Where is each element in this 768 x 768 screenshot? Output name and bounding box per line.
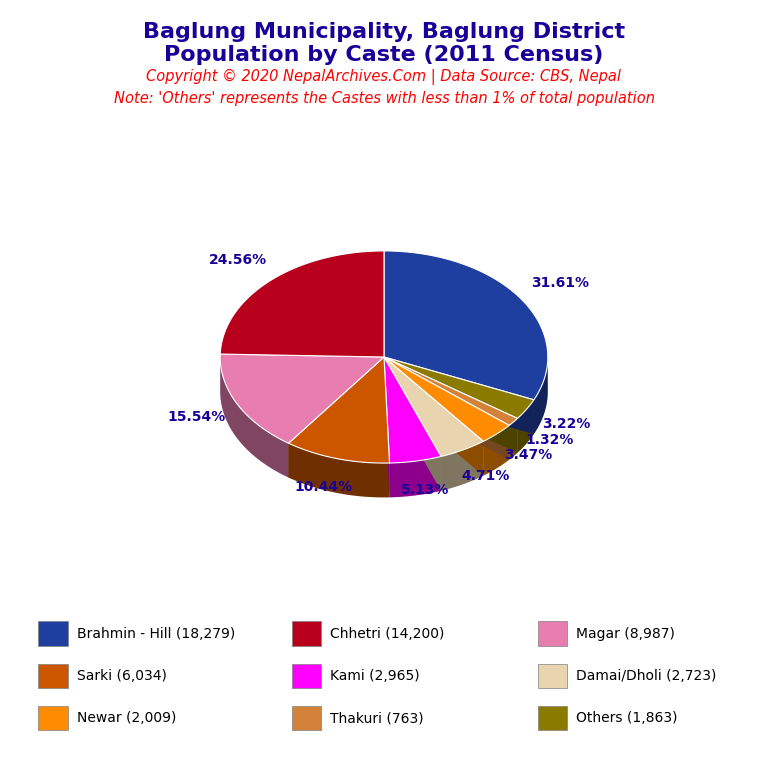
Polygon shape — [384, 357, 389, 498]
Text: Sarki (6,034): Sarki (6,034) — [77, 669, 167, 683]
Polygon shape — [483, 425, 509, 475]
Ellipse shape — [220, 285, 548, 498]
Polygon shape — [534, 359, 548, 434]
Text: Note: 'Others' represents the Castes with less than 1% of total population: Note: 'Others' represents the Castes wit… — [114, 91, 654, 106]
Text: Chhetri (14,200): Chhetri (14,200) — [330, 627, 445, 641]
Text: 3.47%: 3.47% — [505, 449, 553, 462]
Text: Newar (2,009): Newar (2,009) — [77, 711, 176, 725]
Polygon shape — [384, 357, 518, 453]
Polygon shape — [220, 358, 289, 478]
Polygon shape — [384, 357, 389, 498]
Text: Magar (8,987): Magar (8,987) — [576, 627, 675, 641]
Polygon shape — [384, 357, 441, 491]
Text: Baglung Municipality, Baglung District: Baglung Municipality, Baglung District — [143, 22, 625, 41]
Polygon shape — [384, 357, 441, 463]
Text: Others (1,863): Others (1,863) — [576, 711, 677, 725]
Text: 4.71%: 4.71% — [461, 469, 509, 483]
Polygon shape — [384, 357, 518, 453]
Polygon shape — [384, 357, 441, 491]
Text: Kami (2,965): Kami (2,965) — [330, 669, 420, 683]
Text: Population by Caste (2011 Census): Population by Caste (2011 Census) — [164, 45, 604, 65]
Text: 15.54%: 15.54% — [167, 410, 225, 425]
Polygon shape — [289, 357, 389, 463]
Polygon shape — [289, 357, 384, 478]
Polygon shape — [384, 251, 548, 400]
Text: Damai/Dholi (2,723): Damai/Dholi (2,723) — [576, 669, 717, 683]
Polygon shape — [289, 357, 384, 478]
Text: 10.44%: 10.44% — [294, 480, 353, 494]
Text: Thakuri (763): Thakuri (763) — [330, 711, 424, 725]
Text: 31.61%: 31.61% — [531, 276, 588, 290]
Polygon shape — [384, 357, 518, 425]
Polygon shape — [220, 354, 384, 443]
Text: 1.32%: 1.32% — [525, 433, 574, 447]
Polygon shape — [384, 357, 509, 442]
Polygon shape — [518, 400, 534, 453]
Polygon shape — [441, 442, 483, 491]
Polygon shape — [220, 251, 384, 357]
Polygon shape — [389, 456, 441, 498]
Text: Copyright © 2020 NepalArchives.Com | Data Source: CBS, Nepal: Copyright © 2020 NepalArchives.Com | Dat… — [147, 69, 621, 85]
Polygon shape — [384, 357, 509, 460]
Polygon shape — [384, 357, 483, 475]
Polygon shape — [289, 443, 389, 498]
Polygon shape — [384, 357, 534, 419]
Polygon shape — [384, 357, 534, 434]
Text: 3.22%: 3.22% — [542, 417, 591, 431]
Polygon shape — [384, 357, 509, 460]
Polygon shape — [384, 357, 483, 456]
Polygon shape — [384, 357, 534, 434]
Text: Brahmin - Hill (18,279): Brahmin - Hill (18,279) — [77, 627, 235, 641]
Text: 5.13%: 5.13% — [400, 483, 449, 497]
Text: 24.56%: 24.56% — [209, 253, 267, 266]
Polygon shape — [509, 419, 518, 460]
Polygon shape — [384, 357, 483, 475]
